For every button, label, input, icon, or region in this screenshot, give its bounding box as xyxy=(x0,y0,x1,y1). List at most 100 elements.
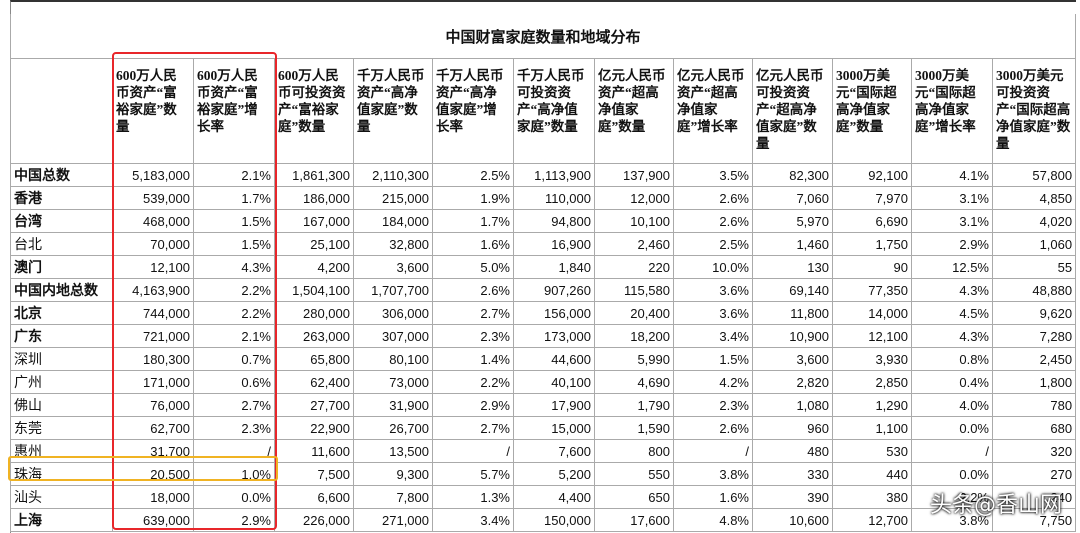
cell: 4,850 xyxy=(991,186,1077,210)
table-row: 台湾 468,000 1.5% 167,000 184,000 1.7% 94,800 10,… xyxy=(10,209,1077,233)
cell: 271,000 xyxy=(353,508,433,532)
cell: 7,280 xyxy=(991,324,1077,348)
cell: 1.6% xyxy=(673,485,753,509)
cell: 9,620 xyxy=(991,301,1077,325)
cell: 2.9% xyxy=(432,393,514,417)
row-label: 中国内地总数 xyxy=(10,278,113,302)
cell: 12,100 xyxy=(832,324,912,348)
cell: 27,700 xyxy=(274,393,354,417)
cell: 1,707,700 xyxy=(353,278,433,302)
cell: 137,900 xyxy=(594,163,674,187)
cell: 306,000 xyxy=(353,301,433,325)
cell: 11,600 xyxy=(274,439,354,463)
row-label: 上海 xyxy=(10,508,113,532)
column-header: 千万人民币可投资资产“高净值家庭”数量 xyxy=(513,58,595,164)
cell: 3.4% xyxy=(432,508,514,532)
cell: 6,600 xyxy=(274,485,354,509)
cell: 31,900 xyxy=(353,393,433,417)
table-row: 中国总数 5,183,000 2.1% 1,861,300 2,110,300 2.5% 1… xyxy=(10,163,1077,187)
cell: 77,350 xyxy=(832,278,912,302)
row-label: 东莞 xyxy=(10,416,113,440)
cell: 1,504,100 xyxy=(274,278,354,302)
cell: 2.5% xyxy=(673,232,753,256)
table-title: 中国财富家庭数量和地域分布 xyxy=(9,14,1077,59)
cell: 2.6% xyxy=(673,186,753,210)
cell: 390 xyxy=(752,485,833,509)
table-row: 汕头 18,000 0.0% 6,600 7,800 1.3% 4,400 650 1.6% 39… xyxy=(10,485,1077,509)
cell: 1.5% xyxy=(673,347,753,371)
cell: 2.6% xyxy=(673,209,753,233)
row-label: 北京 xyxy=(10,301,113,325)
cell: 0.6% xyxy=(193,370,275,394)
cell: 1.5% xyxy=(193,209,275,233)
cell: 3.8% xyxy=(673,462,753,486)
cell: 76,000 xyxy=(112,393,194,417)
cell: 468,000 xyxy=(112,209,194,233)
cell: 4.0% xyxy=(911,393,993,417)
cell: 10,600 xyxy=(752,508,833,532)
cell: 5,970 xyxy=(752,209,833,233)
cell: 4.8% xyxy=(673,508,753,532)
column-header: 600万人民币资产“富裕家庭”增长率 xyxy=(193,58,275,164)
cell: 1,460 xyxy=(752,232,833,256)
cell: 0.0% xyxy=(911,416,993,440)
cell: 330 xyxy=(752,462,833,486)
cell: 2.5% xyxy=(432,163,514,187)
cell: 20,500 xyxy=(112,462,194,486)
cell: 1,790 xyxy=(594,393,674,417)
cell: 7,600 xyxy=(513,439,595,463)
cell: / xyxy=(193,439,275,463)
cell: 1,113,900 xyxy=(513,163,595,187)
cell: 1,100 xyxy=(832,416,912,440)
cell: 2.6% xyxy=(673,416,753,440)
cell: 215,000 xyxy=(353,186,433,210)
row-label: 台湾 xyxy=(10,209,113,233)
cell: 65,800 xyxy=(274,347,354,371)
cell: 10.0% xyxy=(673,255,753,279)
cell: 173,000 xyxy=(513,324,595,348)
cell: 0.0% xyxy=(193,485,275,509)
cell: 4.2% xyxy=(673,370,753,394)
table-row: 佛山 76,000 2.7% 27,700 31,900 2.9% 17,900 1,790 2… xyxy=(10,393,1077,417)
cell: 960 xyxy=(752,416,833,440)
cell: 1,060 xyxy=(991,232,1077,256)
column-header: 3000万美元“国际超高净值家庭”增长率 xyxy=(911,58,993,164)
row-label: 台北 xyxy=(10,232,113,256)
cell: 2.9% xyxy=(911,232,993,256)
cell: 0.8% xyxy=(911,347,993,371)
cell: 2.3% xyxy=(432,324,514,348)
cell: 1.6% xyxy=(432,232,514,256)
cell: 10,100 xyxy=(594,209,674,233)
column-header: 亿元人民币资产“超高净值家庭”增长率 xyxy=(673,58,753,164)
cell: 7,500 xyxy=(274,462,354,486)
cell: 2.1% xyxy=(193,163,275,187)
wealth-table: 中国财富家庭数量和地域分布 600万人民币资产“富裕家庭”数量 600万人民币资产… xyxy=(9,14,1077,532)
row-label: 澳门 xyxy=(10,255,113,279)
cell: 2,820 xyxy=(752,370,833,394)
row-label: 佛山 xyxy=(10,393,113,417)
cell: 17,600 xyxy=(594,508,674,532)
table-row: 深圳 180,300 0.7% 65,800 80,100 1.4% 44,600 5,990… xyxy=(10,347,1077,371)
cell: 4.5% xyxy=(911,301,993,325)
cell: 186,000 xyxy=(274,186,354,210)
cell: 7,800 xyxy=(353,485,433,509)
cell: 380 xyxy=(832,485,912,509)
cell: 92,100 xyxy=(832,163,912,187)
cell: 2.1% xyxy=(193,324,275,348)
cell: 16,900 xyxy=(513,232,595,256)
row-label: 香港 xyxy=(10,186,113,210)
cell: 5,200 xyxy=(513,462,595,486)
cell: 130 xyxy=(752,255,833,279)
cell: 320 xyxy=(991,439,1077,463)
cell: 25,100 xyxy=(274,232,354,256)
cell: / xyxy=(432,439,514,463)
row-label: 汕头 xyxy=(10,485,113,509)
table-row: 中国内地总数 4,163,900 2.2% 1,504,100 1,707,700 2.6… xyxy=(10,278,1077,302)
cell: 10,900 xyxy=(752,324,833,348)
cell: 73,000 xyxy=(353,370,433,394)
cell: 69,140 xyxy=(752,278,833,302)
cell: 800 xyxy=(594,439,674,463)
cell: 48,880 xyxy=(991,278,1077,302)
cell: 3,930 xyxy=(832,347,912,371)
